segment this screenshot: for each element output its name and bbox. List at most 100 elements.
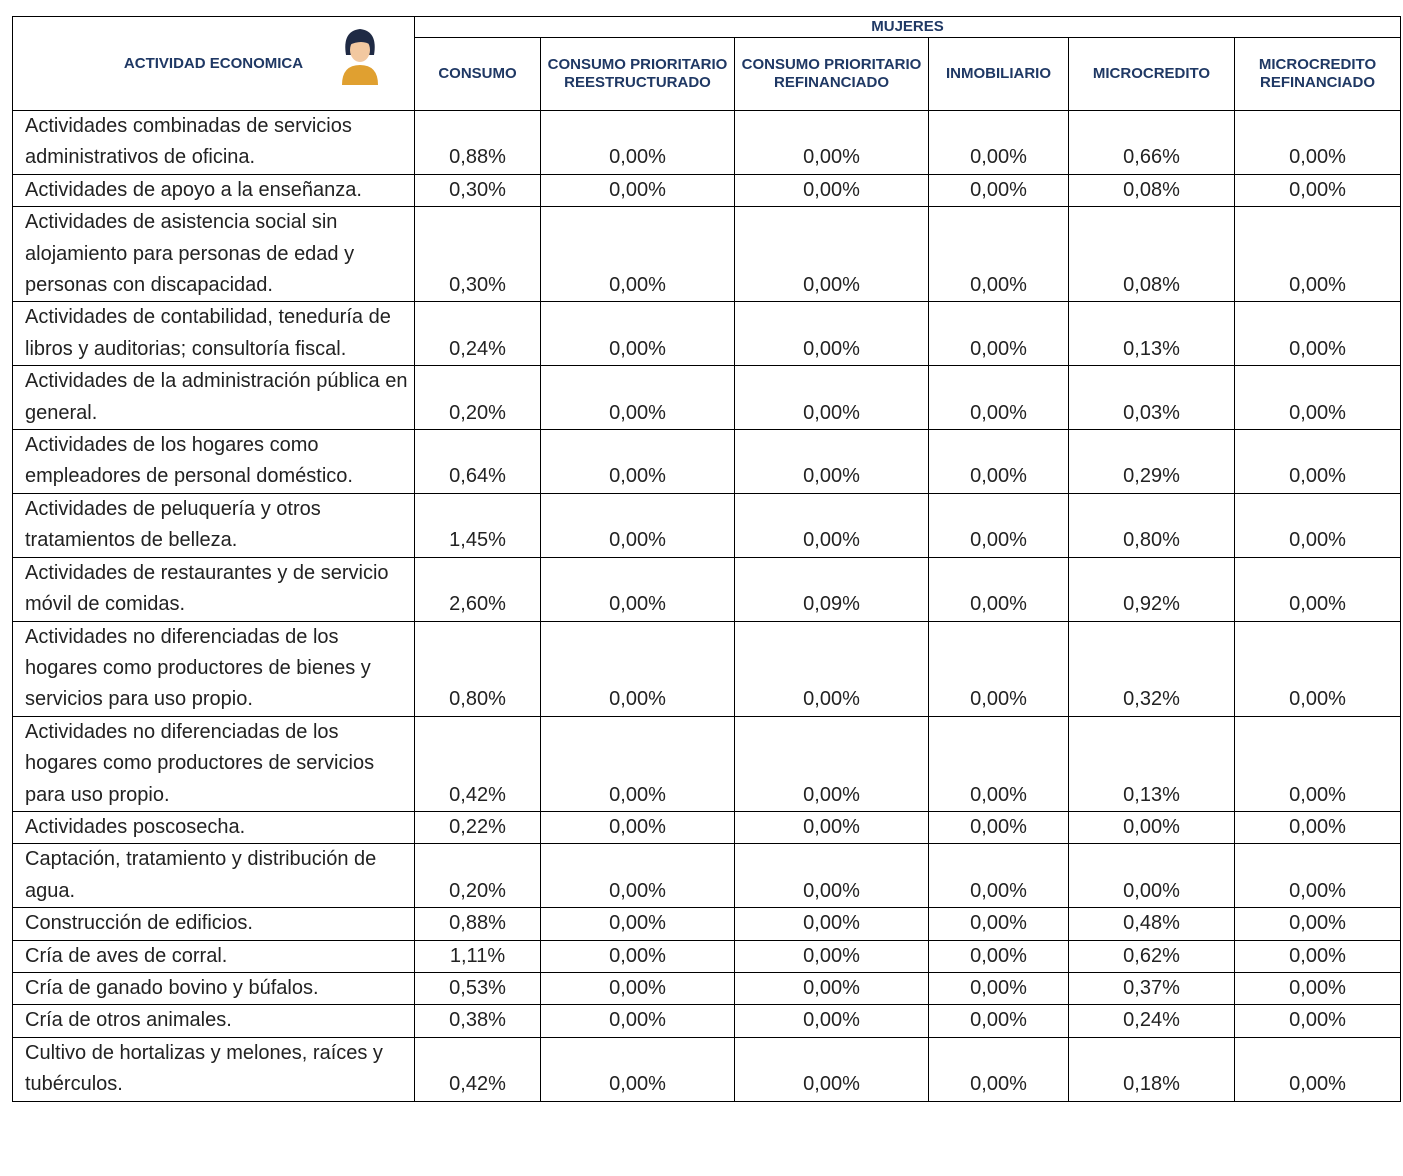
table-row: Actividades de restaurantes y de servici… xyxy=(12,556,1402,622)
value-cell: 0,00% xyxy=(928,556,1069,622)
table: ACTIVIDAD ECONOMICA MUJERES CONSUMO CONSU… xyxy=(12,16,1402,1102)
value-cell: 0,80% xyxy=(414,620,541,717)
value-cell: 0,62% xyxy=(1068,939,1235,973)
table-row: Cultivo de hortalizas y melones, raíces … xyxy=(12,1036,1402,1102)
value-cell: 0,03% xyxy=(1068,365,1235,431)
activity-cell: Captación, tratamiento y distribución de… xyxy=(12,843,415,909)
table-row: Cría de otros animales. 0,38% 0,00% 0,00% 0,… xyxy=(12,1004,1402,1038)
value-cell: 0,66% xyxy=(1068,110,1235,175)
value-cell: 0,00% xyxy=(734,1004,929,1038)
column-header: CONSUMO PRIORITARIO REFINANCIADO xyxy=(734,37,929,111)
value-cell: 0,00% xyxy=(1233,556,1402,622)
activity-cell: Actividades poscosecha. xyxy=(12,810,415,845)
value-cell: 0,00% xyxy=(540,810,735,845)
value-cell: 0,00% xyxy=(928,843,1069,909)
value-cell: 0,00% xyxy=(734,810,929,845)
value-cell: 0,00% xyxy=(928,907,1069,941)
column-header: MICROCREDITO xyxy=(1068,37,1235,111)
value-cell: 0,53% xyxy=(414,971,541,1006)
table-row: Actividades poscosecha. 0,22% 0,00% 0,00% 0,… xyxy=(12,810,1402,845)
activity-cell: Cría de aves de corral. xyxy=(12,939,415,973)
value-cell: 0,00% xyxy=(734,971,929,1006)
value-cell: 0,37% xyxy=(1068,971,1235,1006)
activity-cell: Cultivo de hortalizas y melones, raíces … xyxy=(12,1036,415,1102)
first-header: ACTIVIDAD ECONOMICA xyxy=(12,16,415,111)
activity-cell: Actividades combinadas de servicios admi… xyxy=(12,110,415,175)
column-header: MICROCREDITO REFINANCIADO xyxy=(1233,37,1402,111)
value-cell: 0,18% xyxy=(1068,1036,1235,1102)
value-cell: 0,00% xyxy=(734,939,929,973)
value-cell: 0,00% xyxy=(928,110,1069,175)
value-cell: 0,00% xyxy=(734,173,929,208)
table-row: Actividades de peluquería y otros tratam… xyxy=(12,492,1402,558)
value-cell: 0,00% xyxy=(540,556,735,622)
value-cell: 0,00% xyxy=(734,1036,929,1102)
value-cell: 0,13% xyxy=(1068,715,1235,812)
value-cell: 0,00% xyxy=(928,301,1069,367)
activity-cell: Actividades de apoyo a la enseñanza. xyxy=(12,173,415,208)
value-cell: 0,00% xyxy=(928,206,1069,303)
value-cell: 0,00% xyxy=(1233,715,1402,812)
value-cell: 0,13% xyxy=(1068,301,1235,367)
value-cell: 0,00% xyxy=(734,843,929,909)
value-cell: 0,88% xyxy=(414,110,541,175)
value-cell: 0,00% xyxy=(540,1036,735,1102)
value-cell: 0,09% xyxy=(734,556,929,622)
value-cell: 0,64% xyxy=(414,429,541,494)
value-cell: 0,00% xyxy=(540,971,735,1006)
table-row: Actividades de asistencia social sin alo… xyxy=(12,206,1402,303)
value-cell: 0,00% xyxy=(734,206,929,303)
value-cell: 0,00% xyxy=(928,1004,1069,1038)
table-row: Actividades de apoyo a la enseñanza. 0,30… xyxy=(12,173,1402,208)
value-cell: 0,00% xyxy=(734,715,929,812)
value-cell: 0,00% xyxy=(734,620,929,717)
value-cell: 0,00% xyxy=(540,1004,735,1038)
value-cell: 0,00% xyxy=(734,907,929,941)
value-cell: 0,00% xyxy=(1233,173,1402,208)
value-cell: 0,00% xyxy=(1233,301,1402,367)
activity-cell: Actividades de restaurantes y de servici… xyxy=(12,556,415,622)
value-cell: 0,00% xyxy=(1068,843,1235,909)
value-cell: 0,08% xyxy=(1068,206,1235,303)
activity-cell: Actividades de peluquería y otros tratam… xyxy=(12,492,415,558)
value-cell: 0,00% xyxy=(928,365,1069,431)
value-cell: 0,30% xyxy=(414,173,541,208)
activity-cell: Construcción de edificios. xyxy=(12,907,415,941)
value-cell: 0,00% xyxy=(1233,810,1402,845)
value-cell: 0,80% xyxy=(1068,492,1235,558)
value-cell: 0,00% xyxy=(1233,907,1402,941)
value-cell: 0,00% xyxy=(928,971,1069,1006)
value-cell: 0,20% xyxy=(414,365,541,431)
woman-icon xyxy=(342,28,378,85)
value-cell: 0,00% xyxy=(540,907,735,941)
table-row: Actividades no diferenciadas de los hoga… xyxy=(12,715,1402,812)
value-cell: 0,00% xyxy=(540,492,735,558)
value-cell: 0,08% xyxy=(1068,173,1235,208)
value-cell: 2,60% xyxy=(414,556,541,622)
table-row: Construcción de edificios. 0,88% 0,00% 0,00… xyxy=(12,907,1402,941)
value-cell: 0,00% xyxy=(1233,1004,1402,1038)
table-row: Actividades de los hogares como empleado… xyxy=(12,429,1402,494)
value-cell: 0,00% xyxy=(1233,620,1402,717)
value-cell: 0,00% xyxy=(540,939,735,973)
table-row: Captación, tratamiento y distribución de… xyxy=(12,843,1402,909)
value-cell: 0,00% xyxy=(540,365,735,431)
table-row: Actividades de contabilidad, teneduría d… xyxy=(12,301,1402,367)
value-cell: 0,00% xyxy=(540,301,735,367)
table-row: Actividades no diferenciadas de los hoga… xyxy=(12,620,1402,717)
table-row: Actividades de la administración pública… xyxy=(12,365,1402,431)
value-cell: 0,00% xyxy=(928,620,1069,717)
table-row: Cría de aves de corral. 1,11% 0,00% 0,00% 0,… xyxy=(12,939,1402,973)
activity-cell: Actividades de contabilidad, teneduría d… xyxy=(12,301,415,367)
value-cell: 0,00% xyxy=(1233,365,1402,431)
value-cell: 0,00% xyxy=(1233,110,1402,175)
value-cell: 0,88% xyxy=(414,907,541,941)
value-cell: 0,24% xyxy=(1068,1004,1235,1038)
value-cell: 0,00% xyxy=(928,173,1069,208)
value-cell: 1,45% xyxy=(414,492,541,558)
value-cell: 0,92% xyxy=(1068,556,1235,622)
header-row: ACTIVIDAD ECONOMICA MUJERES xyxy=(12,16,1402,111)
activity-cell: Actividades de la administración pública… xyxy=(12,365,415,431)
value-cell: 0,22% xyxy=(414,810,541,845)
table-row: Actividades combinadas de servicios admi… xyxy=(12,110,1402,175)
